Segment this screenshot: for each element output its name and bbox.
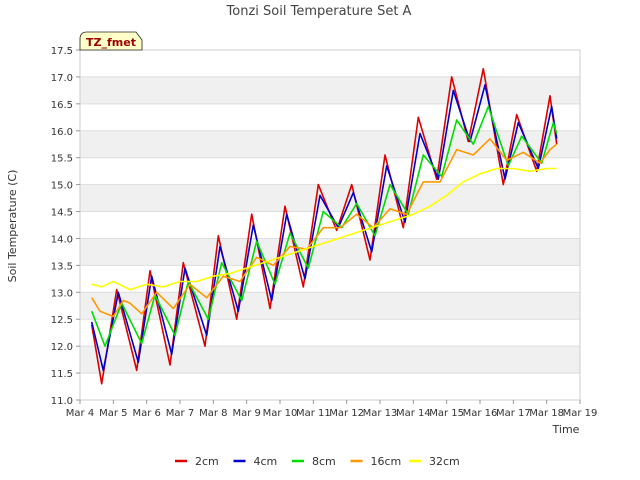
series-line-32cm — [91, 167, 557, 291]
background-bands — [80, 76, 580, 374]
x-tick-label: Mar 16 — [463, 408, 498, 419]
y-tick-label: 15.5 — [51, 154, 73, 165]
x-tick-label: Mar 14 — [396, 408, 431, 419]
series-line-4cm — [90, 84, 558, 372]
legend-label-4cm: 4cm — [254, 455, 278, 468]
x-tick-label: Mar 19 — [563, 408, 598, 419]
y-tick-label: 16.0 — [51, 127, 73, 138]
legend-label-8cm: 8cm — [312, 455, 336, 468]
legend: 2cm 4cm 8cm 16cm 32cm — [175, 455, 460, 468]
y-tick-label: 17.5 — [51, 46, 73, 57]
x-tick-label: Mar 9 — [232, 408, 260, 419]
y-tick-label: 12.0 — [51, 342, 73, 353]
band — [80, 76, 580, 104]
band — [80, 238, 580, 266]
y-tick-label: 11.0 — [51, 396, 73, 407]
x-tick-label: Mar 4 — [66, 408, 94, 419]
y-tick-label: 12.5 — [51, 315, 73, 326]
y-tick-label: 11.5 — [51, 369, 73, 380]
x-tick-label: Mar 12 — [329, 408, 364, 419]
plot-frame — [79, 49, 581, 401]
series-line-8cm — [90, 105, 558, 347]
x-tick-label: Mar 10 — [263, 408, 298, 419]
series-line-16cm — [91, 138, 558, 318]
x-tick-label: Mar 5 — [99, 408, 127, 419]
band — [80, 346, 580, 374]
chart-title: Tonzi Soil Temperature Set A — [226, 4, 412, 19]
legend-label-16cm: 16cm — [371, 455, 402, 468]
y-tick-label: 15.0 — [51, 181, 73, 192]
y-tick-label: 17.0 — [51, 73, 73, 84]
series-lines — [90, 68, 558, 385]
x-tick-label: Mar 6 — [132, 408, 160, 419]
x-axis: Mar 4 Mar 5 Mar 6 Mar 7 Mar 8 Mar 9 Mar 10Mar … — [66, 400, 598, 419]
y-axis-label: Soil Temperature (C) — [6, 170, 19, 283]
band — [80, 184, 580, 212]
y-tick-label: 13.5 — [51, 261, 73, 272]
x-tick-label: Mar 15 — [429, 408, 464, 419]
legend-label-32cm: 32cm — [429, 455, 460, 468]
y-tick-label: 16.5 — [51, 100, 73, 111]
x-tick-label: Mar 11 — [296, 408, 331, 419]
x-tick-label: Mar 13 — [363, 408, 398, 419]
y-tick-label: 14.5 — [51, 208, 73, 219]
x-tick-label: Mar 17 — [496, 408, 531, 419]
y-axis: 11.0 11.5 12.0 12.5 13.0 13.5 14.0 14.5 15.0 15.5… — [51, 46, 80, 407]
annotation-label: TZ_fmet — [86, 36, 136, 49]
series-line-2cm — [90, 68, 558, 385]
x-tick-label: Mar 8 — [199, 408, 227, 419]
x-tick-label: Mar 18 — [529, 408, 564, 419]
y-tick-label: 14.0 — [51, 234, 73, 245]
x-axis-label: Time — [552, 423, 580, 436]
band — [80, 292, 580, 320]
annotation-box: TZ_fmet — [79, 31, 143, 51]
x-tick-label: Mar 7 — [166, 408, 194, 419]
legend-label-2cm: 2cm — [195, 455, 219, 468]
y-tick-label: 13.0 — [51, 288, 73, 299]
annotation-box-shape — [79, 31, 143, 51]
